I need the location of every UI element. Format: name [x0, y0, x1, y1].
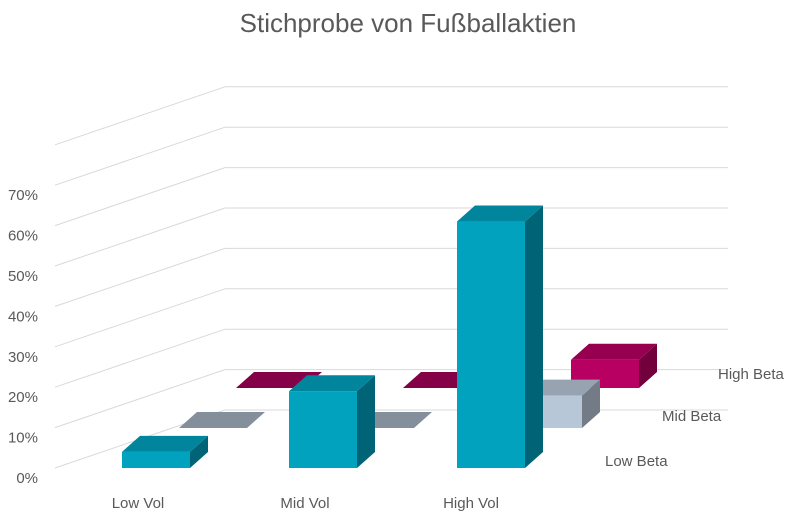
- bar-top: [289, 375, 375, 392]
- series-labels: Low Beta Mid Beta High Beta: [605, 366, 785, 470]
- y-tick-label: 70%: [8, 187, 38, 204]
- bar: [289, 375, 375, 468]
- bar-front: [122, 451, 190, 468]
- bar-side: [357, 375, 375, 468]
- series-label: High Beta: [718, 366, 785, 383]
- y-tick-label: 20%: [8, 389, 38, 406]
- y-tick-label: 60%: [8, 228, 38, 245]
- chart-title: Stichprobe von Fußballaktien: [240, 8, 577, 38]
- bar: [457, 205, 543, 468]
- bar-side: [190, 435, 208, 468]
- series-label: Low Beta: [605, 453, 668, 470]
- bar-side: [582, 379, 600, 428]
- gridline-side: [54, 86, 226, 146]
- category-labels: Low Vol Mid Vol High Vol: [112, 495, 499, 512]
- category-label: Low Vol: [112, 495, 165, 512]
- bars: [122, 205, 657, 468]
- bar-top: [571, 343, 657, 360]
- category-label: Mid Vol: [280, 495, 329, 512]
- gridline-side: [54, 328, 226, 388]
- bar-top: [457, 205, 543, 222]
- gridline-side: [54, 167, 226, 227]
- bar-side: [525, 205, 543, 468]
- bar: [122, 435, 208, 468]
- gridline-side: [54, 247, 226, 307]
- bar-top: [122, 435, 208, 452]
- bar-top: [179, 412, 265, 428]
- gridlines: [54, 86, 728, 469]
- bar-front: [289, 391, 357, 468]
- gridline-side: [54, 369, 226, 429]
- y-axis-ticks: 0% 10% 20% 30% 40% 50% 60% 70%: [8, 187, 38, 487]
- y-tick-label: 50%: [8, 268, 38, 285]
- y-tick-label: 30%: [8, 349, 38, 366]
- y-tick-label: 10%: [8, 430, 38, 447]
- y-tick-label: 40%: [8, 308, 38, 325]
- series-label: Mid Beta: [662, 408, 722, 425]
- gridline-side: [54, 126, 226, 186]
- bar-front: [457, 221, 525, 468]
- bar-side: [639, 343, 657, 388]
- bar: [179, 412, 265, 428]
- y-tick-label: 0%: [16, 470, 38, 487]
- category-label: High Vol: [443, 495, 499, 512]
- gridline-side: [54, 207, 226, 267]
- gridline-side: [54, 288, 226, 348]
